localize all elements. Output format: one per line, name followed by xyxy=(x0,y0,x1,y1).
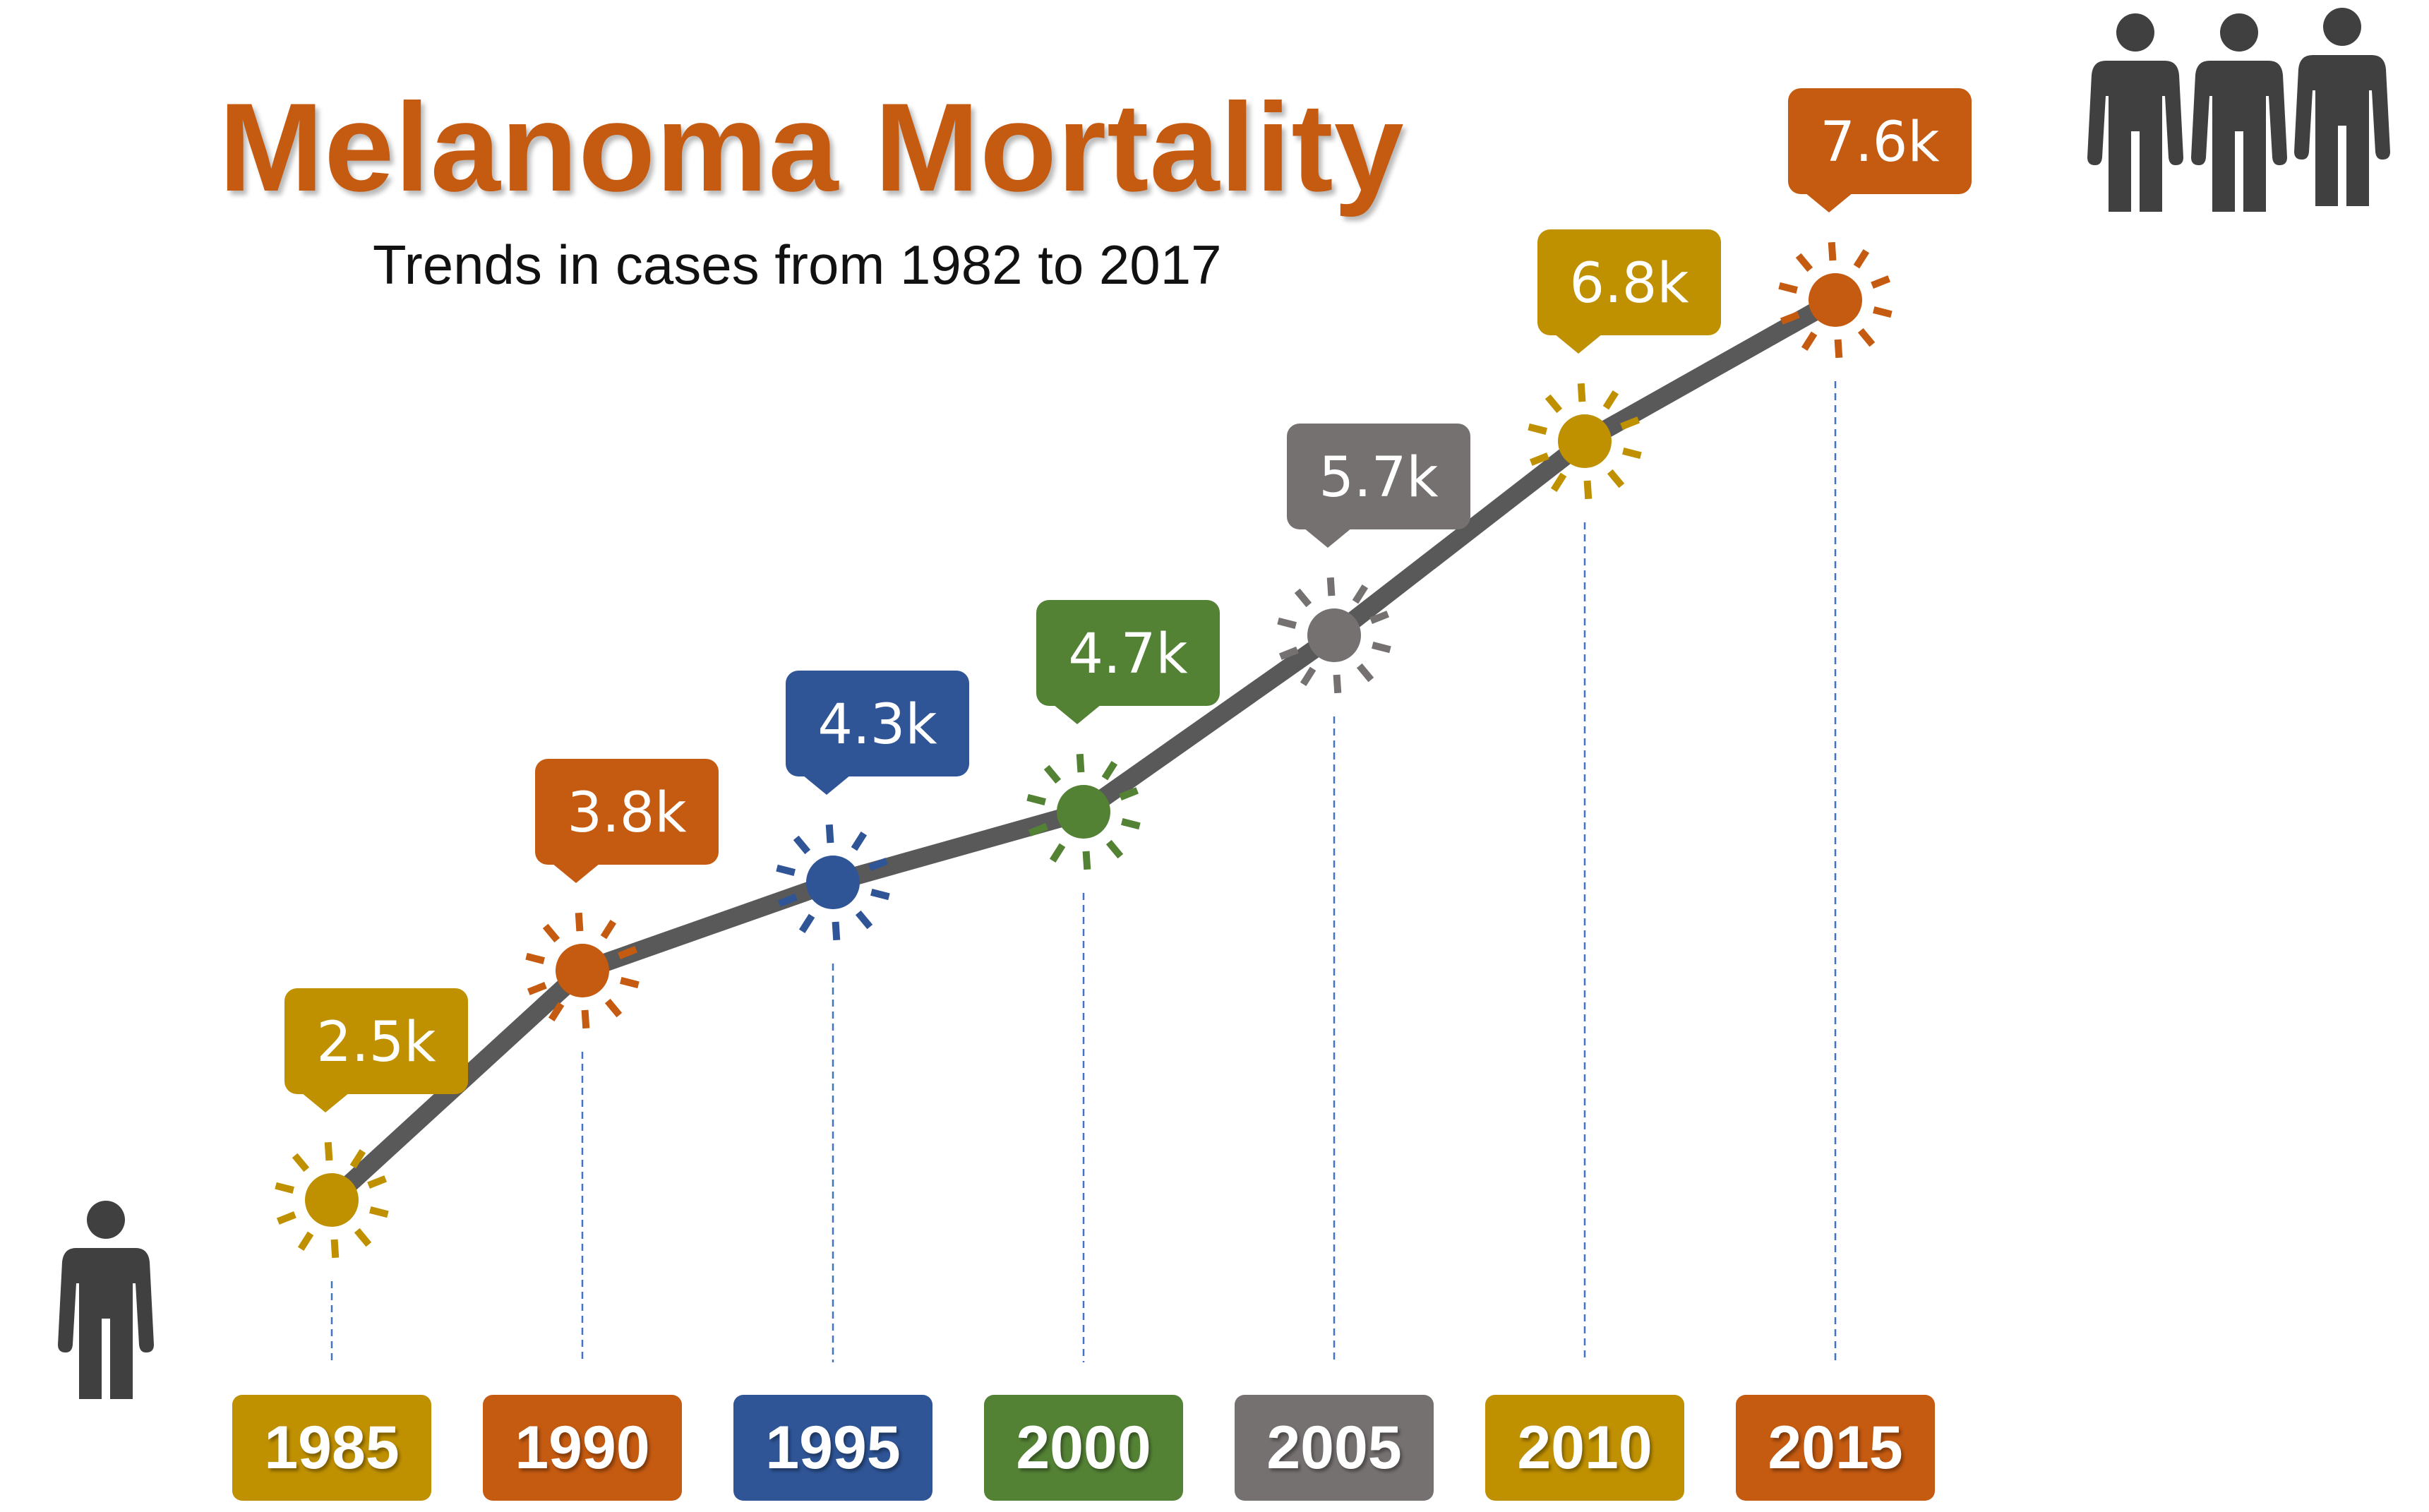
x-tick-label: 1985 xyxy=(232,1395,431,1501)
data-point-marker xyxy=(776,824,890,941)
group-of-people-icon xyxy=(2087,8,2390,212)
data-point-marker xyxy=(275,1141,389,1259)
x-tick-label: 2015 xyxy=(1736,1395,1935,1501)
x-tick-label: 2005 xyxy=(1235,1395,1434,1501)
data-point-marker xyxy=(1528,383,1642,500)
data-label: 4.7k xyxy=(1068,623,1187,686)
chart-subtitle: Trends in cases from 1982 to 2017 xyxy=(373,234,1222,296)
data-label-callout: 6.8k xyxy=(1537,229,1721,354)
data-point-marker xyxy=(525,912,640,1029)
data-label-callout: 4.3k xyxy=(786,671,969,795)
data-label: 7.6k xyxy=(1820,111,1939,174)
data-point-marker xyxy=(1026,753,1141,870)
data-label-callout: 7.6k xyxy=(1788,88,1972,212)
data-label-callout: 4.7k xyxy=(1036,600,1220,724)
x-tick-label: 2010 xyxy=(1485,1395,1684,1501)
data-label-callout: 5.7k xyxy=(1287,424,1470,548)
data-label-callout: 2.5k xyxy=(284,988,468,1112)
data-point-marker xyxy=(1277,577,1391,694)
single-person-icon xyxy=(58,1201,154,1399)
data-label-callout: 3.8k xyxy=(535,759,719,883)
x-tick-label: 1990 xyxy=(483,1395,682,1501)
data-label: 3.8k xyxy=(567,781,686,845)
chart-title: Melanoma Mortality xyxy=(219,77,1405,217)
data-label: 4.3k xyxy=(817,693,937,757)
x-tick-label: 1995 xyxy=(733,1395,932,1501)
data-label: 5.7k xyxy=(1319,446,1438,510)
x-tick-label: 2000 xyxy=(984,1395,1183,1501)
data-point-marker xyxy=(1778,241,1893,359)
data-label: 6.8k xyxy=(1569,252,1689,316)
data-label: 2.5k xyxy=(316,1011,436,1074)
